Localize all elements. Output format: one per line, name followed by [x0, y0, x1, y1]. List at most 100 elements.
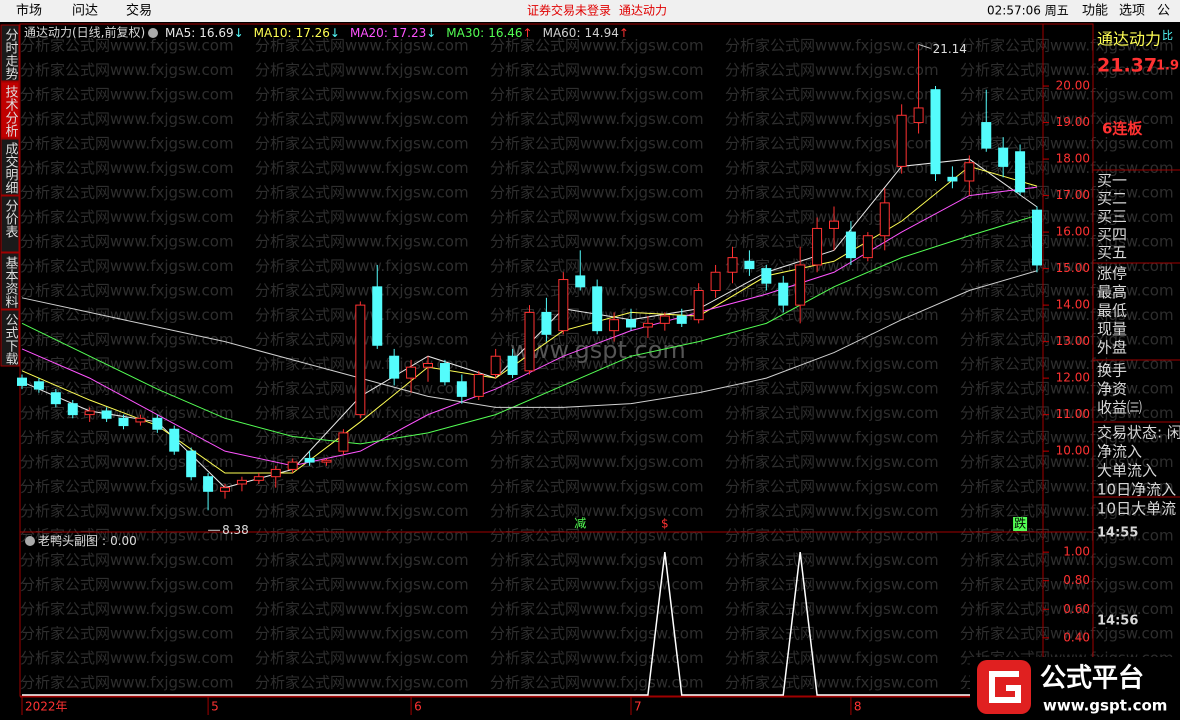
candle-body	[84, 410, 95, 416]
separator: :	[191, 26, 195, 40]
candle-body	[355, 304, 366, 416]
signal: 跌	[1014, 516, 1026, 531]
side-tab-label[interactable]: 成交明细	[3, 142, 19, 194]
time-label: 14:56	[1097, 614, 1138, 629]
watermark: 分析家公式网www.fxjgsw.com	[255, 86, 469, 104]
y-tick-label: 19.00	[1056, 115, 1090, 129]
separator: :	[288, 26, 292, 40]
candle-body	[270, 468, 281, 478]
menu[interactable]: 选项	[1119, 4, 1145, 19]
side-tab	[0, 195, 20, 253]
flow-label: 大单流入	[1097, 462, 1157, 480]
ma-trend: ↓	[234, 26, 244, 40]
watermark: 分析家公式网www.fxjgsw.com	[960, 282, 1174, 300]
watermark: 分析家公式网www.fxjgsw.com	[255, 37, 469, 55]
candle-body	[406, 366, 417, 379]
watermark: 分析家公式网www.fxjgsw.com	[725, 429, 939, 447]
watermark: 分析家公式网www.fxjgsw.com	[960, 600, 1174, 618]
menu-icon[interactable]	[148, 28, 158, 38]
watermark: 分析家公式网www.fxjgsw.com	[960, 429, 1174, 447]
time-label: 14:55	[1097, 526, 1138, 541]
watermark: 分析家公式网www.fxjgsw.com	[20, 233, 234, 251]
candle-body	[490, 355, 501, 375]
candle-body	[304, 457, 315, 463]
watermark: 分析家公式网www.fxjgsw.com	[960, 331, 1174, 349]
watermark: 分析家公式网www.fxjgsw.com	[255, 257, 469, 275]
y-tick-label: 15.00	[1056, 261, 1090, 275]
clock: 02:57:06 周五	[987, 4, 1069, 18]
watermark: 分析家公式网www.fxjgsw.com	[960, 527, 1174, 545]
watermark: 分析家公式网www.fxjgsw.com	[725, 600, 939, 618]
watermark: 分析家公式网www.fxjgsw.com	[490, 453, 704, 471]
watermark: 分析家公式网www.fxjgsw.com	[960, 159, 1174, 177]
watermark: 分析家公式网www.fxjgsw.com	[725, 86, 939, 104]
watermark: 分析家公式网www.fxjgsw.com	[490, 61, 704, 79]
quote-streak: 6连板	[1102, 120, 1143, 138]
watermark: 分析家公式网www.fxjgsw.com	[725, 527, 939, 545]
ma-trend: ↓	[426, 26, 436, 40]
watermark: 分析家公式网www.fxjgsw.com	[255, 478, 469, 496]
indicator-title: 老鸭头副图:0.00	[38, 534, 137, 548]
side-tab-label[interactable]: 分时走势	[3, 28, 19, 81]
watermark: 分析家公式网www.fxjgsw.com	[725, 37, 939, 55]
candle-body	[761, 268, 772, 284]
candle-body	[575, 275, 586, 288]
y-tick-label: 17.00	[1056, 188, 1090, 202]
candle-body	[778, 282, 789, 306]
quote-code: 比	[1162, 29, 1173, 42]
ma-name: MA10	[254, 26, 288, 40]
watermark: 分析家公式网www.fxjgsw.com	[255, 208, 469, 226]
side-tab-label[interactable]: 技术分析	[3, 85, 19, 137]
indicator-line	[22, 552, 1037, 696]
menu[interactable]: 问达	[72, 4, 98, 19]
watermark: 分析家公式网www.fxjgsw.com	[725, 404, 939, 422]
signal: $	[661, 517, 669, 531]
watermark: 分析家公式网www.fxjgsw.com	[490, 429, 704, 447]
watermark: 分析家公式网www.fxjgsw.com	[490, 527, 704, 545]
watermark: 分析家公式网www.fxjgsw.com	[960, 380, 1174, 398]
candle-body	[981, 122, 992, 149]
watermark: 分析家公式网www.fxjgsw.com	[960, 478, 1174, 496]
flow-label: 10日净流入	[1097, 481, 1176, 499]
watermark: 分析家公式网www.fxjgsw.com	[20, 306, 234, 324]
candle-body	[423, 363, 433, 368]
ma-name: MA60	[543, 26, 577, 40]
watermark: 分析家公式网www.fxjgsw.com	[490, 233, 704, 251]
watermark: 分析家公式网www.fxjgsw.com	[490, 37, 704, 55]
menu[interactable]: 功能	[1082, 4, 1108, 19]
menu[interactable]: 公	[1157, 4, 1170, 19]
candle-body	[609, 319, 620, 332]
watermark: 分析家公式网www.fxjgsw.com	[490, 135, 704, 153]
ma-name: MA20	[350, 26, 384, 40]
stat-label: 收益㈢	[1097, 399, 1142, 417]
y-tick-label: 1.00	[1063, 545, 1090, 559]
menu[interactable]: 市场	[16, 3, 42, 19]
watermark: 分析家公式网www.fxjgsw.com	[960, 576, 1174, 594]
side-tab-label[interactable]: 公式下载	[3, 313, 19, 366]
watermark: 分析家公式网www.fxjgsw.com	[725, 135, 939, 153]
high-label: 21.14	[933, 42, 967, 56]
menu-icon[interactable]	[25, 536, 35, 546]
watermark: 分析家公式网www.fxjgsw.com	[490, 551, 704, 569]
watermark: 分析家公式网www.fxjgsw.com	[255, 233, 469, 251]
side-tab-label[interactable]: 分价表	[3, 199, 19, 238]
y-tick-label: 11.00	[1056, 407, 1090, 421]
watermark: 分析家公式网www.fxjgsw.com	[725, 576, 939, 594]
flow-label: 净流入	[1097, 443, 1142, 461]
candle-body	[642, 322, 653, 328]
candle-body	[50, 392, 61, 405]
watermark: 分析家公式网www.fxjgsw.com	[490, 576, 704, 594]
candle-body	[829, 220, 839, 229]
side-tab-label[interactable]: 基本资料	[3, 256, 19, 308]
logo-url: www.gspt.com	[1043, 697, 1167, 715]
watermark: 分析家公式网www.fxjgsw.com	[960, 453, 1174, 471]
candle-body	[558, 279, 569, 332]
logo-glyph	[989, 671, 1021, 703]
watermark: 分析家公式网www.fxjgsw.com	[725, 502, 939, 520]
candle-body	[372, 286, 383, 346]
watermark: 分析家公式网www.fxjgsw.com	[255, 184, 469, 202]
candle-body	[862, 235, 873, 259]
menu[interactable]: 交易	[126, 3, 152, 19]
indicator-name: 老鸭头副图	[38, 534, 98, 548]
